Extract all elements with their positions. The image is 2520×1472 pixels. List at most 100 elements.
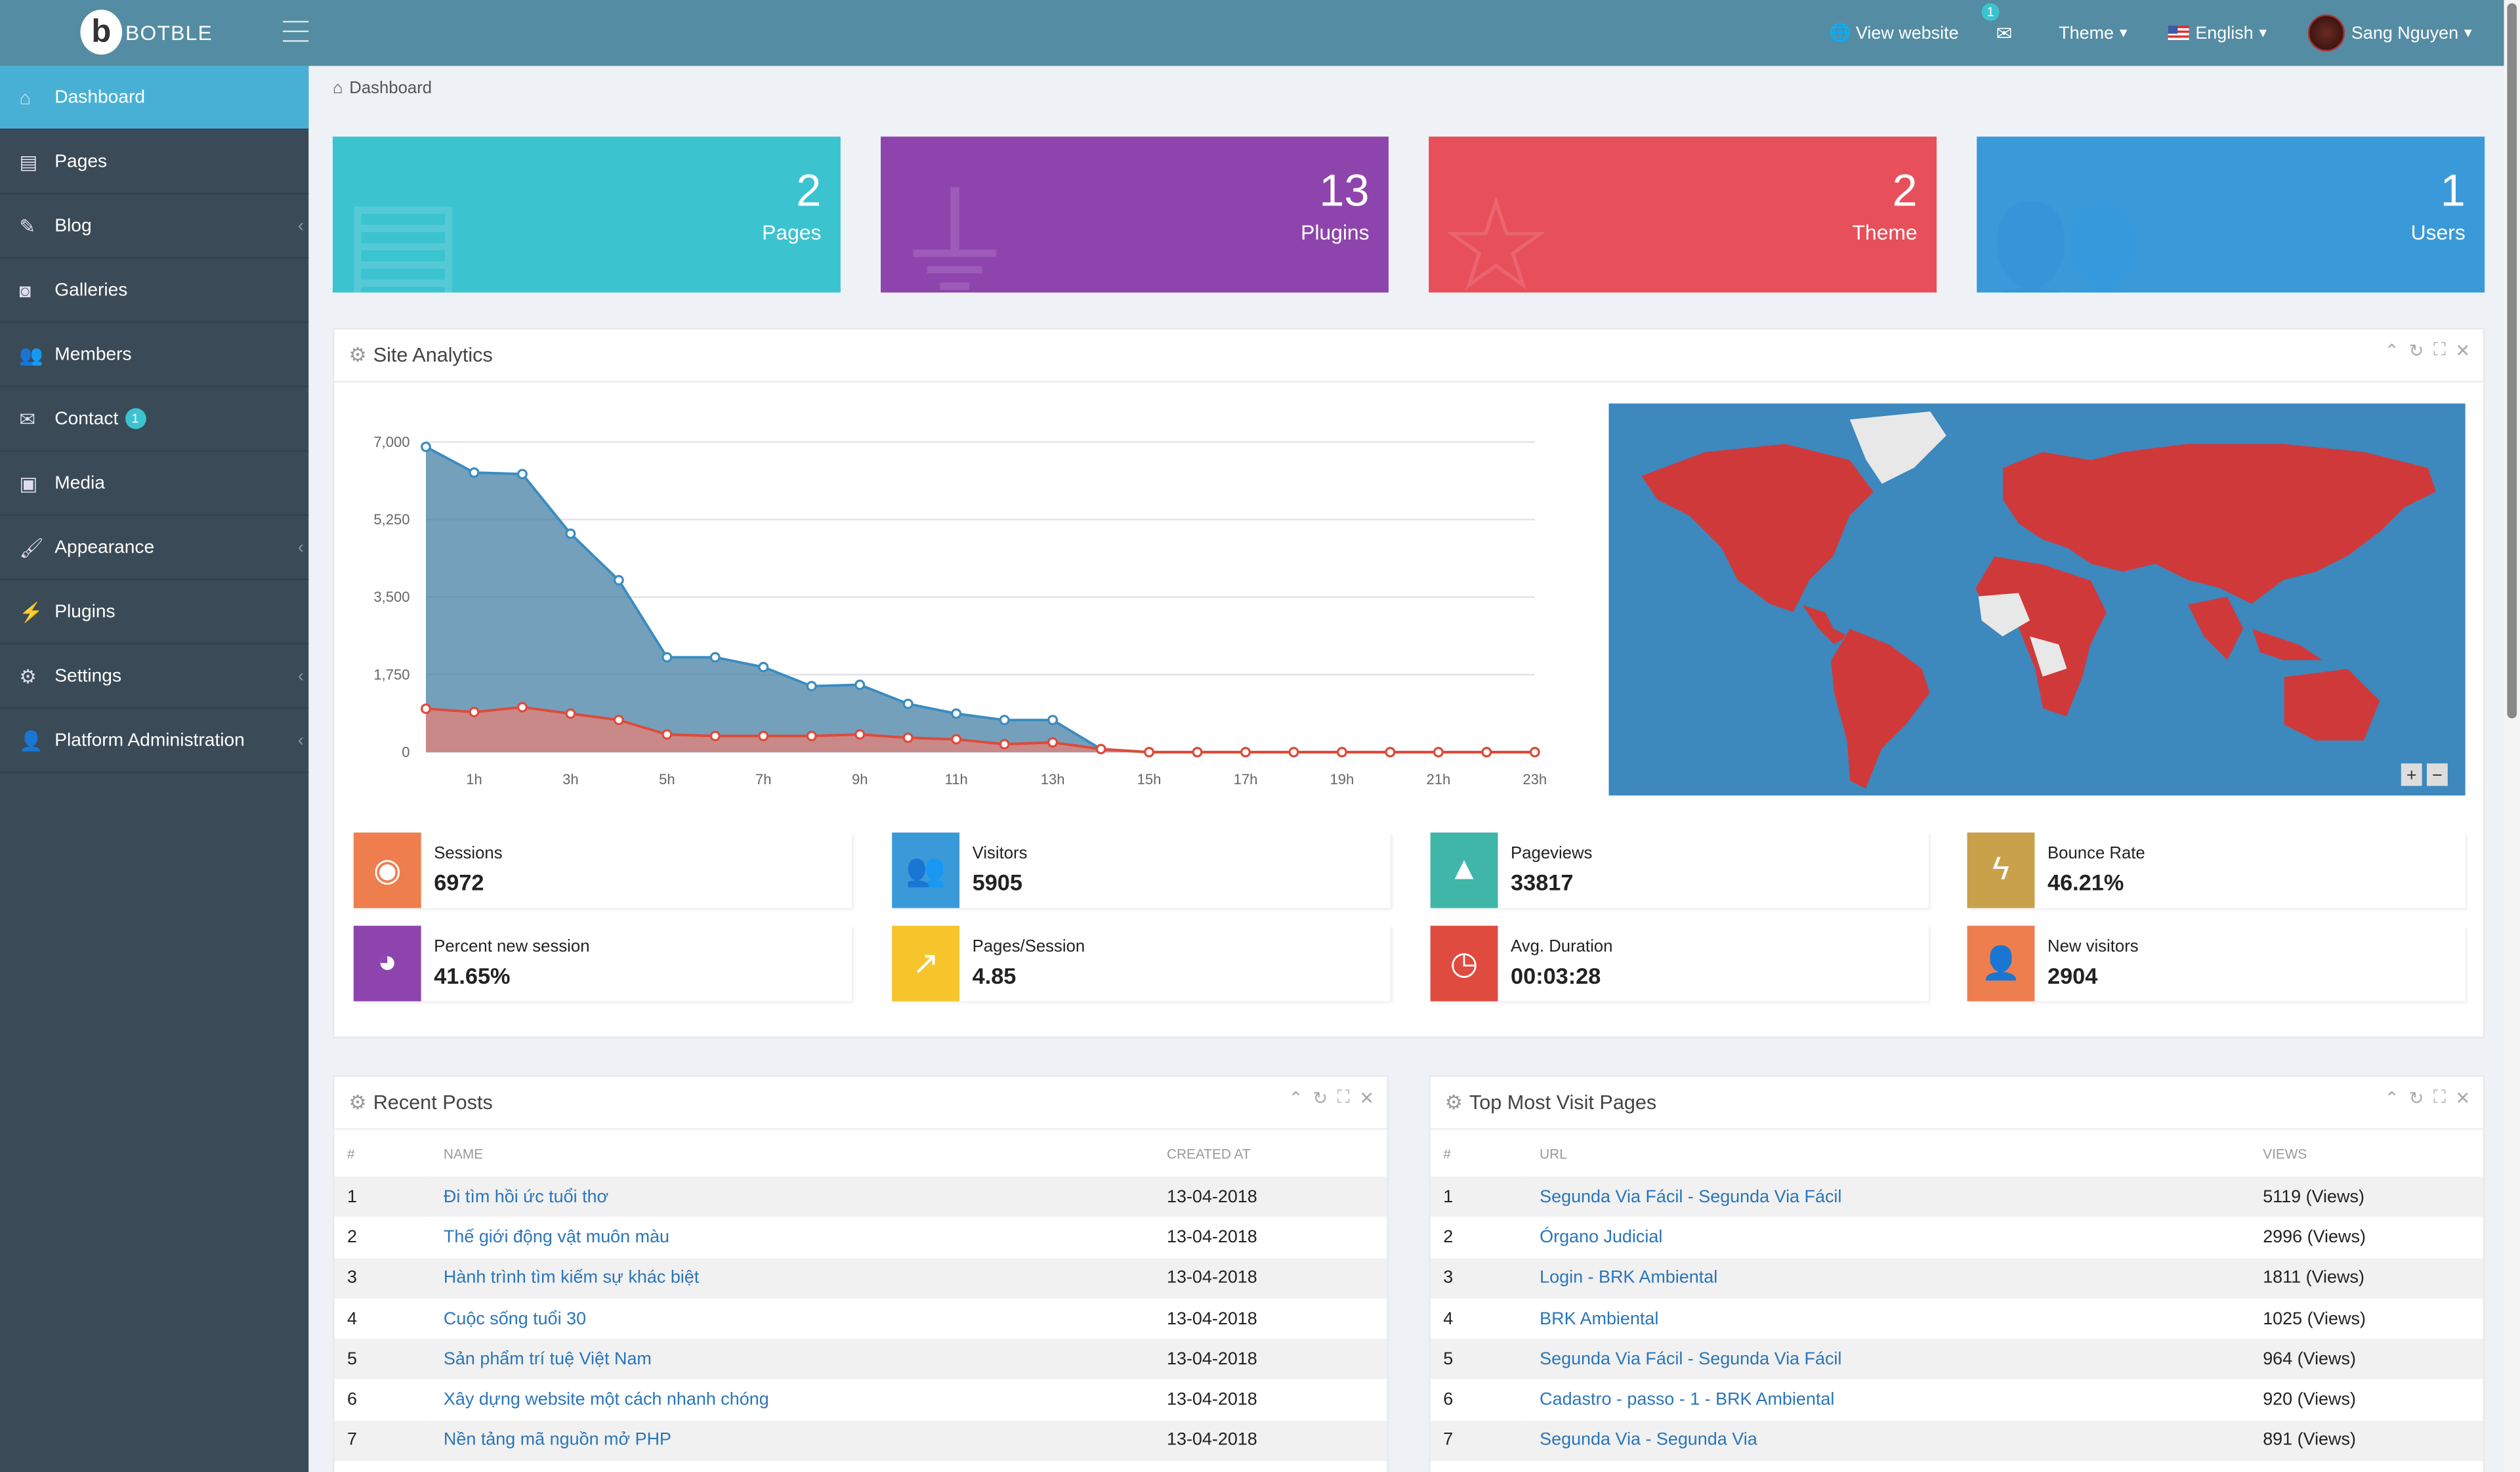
data-point-visitors[interactable]: [1095, 744, 1106, 755]
sidebar-item-plugins[interactable]: ⚡ Plugins: [0, 580, 309, 645]
sidebar-item-contact[interactable]: ✉ Contact 1: [0, 387, 309, 452]
reload-icon[interactable]: ↻: [2408, 1089, 2424, 1109]
data-point-sessions[interactable]: [806, 681, 817, 692]
panel-title-text: Site Analytics: [373, 343, 493, 366]
stat-tile-pages[interactable]: ▤ 2 Pages: [332, 137, 841, 293]
close-icon[interactable]: ✕: [1359, 1089, 1374, 1109]
sidebar-item-platform-administration[interactable]: 👤 Platform Administration ‹: [0, 709, 309, 773]
theme-dropdown[interactable]: Theme ▼: [2059, 0, 2130, 66]
row-index: 7: [334, 1420, 431, 1461]
data-point-visitors[interactable]: [1047, 737, 1059, 748]
sidebar-item-galleries[interactable]: ◙ Galleries: [0, 259, 309, 324]
data-point-visitors[interactable]: [951, 734, 962, 745]
data-point-sessions[interactable]: [469, 467, 480, 478]
zoom-out-button[interactable]: [2426, 763, 2448, 786]
collapse-icon[interactable]: ⌃: [2384, 342, 2400, 362]
stat-label: Percent new session: [434, 936, 590, 957]
row-link[interactable]: Đi tìm hồi ức tuổi thơ: [443, 1187, 609, 1207]
data-point-visitors[interactable]: [421, 704, 431, 714]
row-link[interactable]: Segunda Via Fácil - Segunda Via Fácil: [1540, 1187, 1842, 1207]
data-point-visitors[interactable]: [1240, 747, 1251, 758]
data-point-sessions[interactable]: [421, 441, 431, 452]
data-point-sessions[interactable]: [516, 469, 528, 480]
stat-tile-theme[interactable]: ☆ 2 Theme: [1429, 137, 1937, 293]
data-point-visitors[interactable]: [999, 739, 1010, 749]
data-point-visitors[interactable]: [1288, 747, 1299, 758]
data-point-visitors[interactable]: [516, 702, 528, 713]
logo[interactable]: b BOTBLE: [80, 9, 213, 55]
stat-tile-users[interactable]: 👥 1 Users: [1977, 137, 2485, 293]
data-point-visitors[interactable]: [565, 708, 576, 719]
fullscreen-icon[interactable]: ⛶: [1337, 1087, 1350, 1108]
row-link[interactable]: Segunda Via - Segunda Via: [1540, 1431, 1757, 1451]
data-point-sessions[interactable]: [758, 662, 769, 673]
sidebar-item-blog[interactable]: ✎ Blog ‹: [0, 194, 309, 259]
sidebar-item-pages[interactable]: ▤ Pages: [0, 130, 309, 195]
data-point-visitors[interactable]: [758, 730, 769, 742]
sidebar-item-appearance[interactable]: 🖌 Appearance ‹: [0, 516, 309, 581]
view-website-link[interactable]: 🌐 View website: [1829, 0, 1959, 66]
zoom-in-button[interactable]: [2401, 763, 2422, 786]
data-point-visitors[interactable]: [1481, 747, 1492, 758]
close-icon[interactable]: ✕: [2455, 1089, 2471, 1109]
data-point-sessions[interactable]: [999, 715, 1010, 726]
scrollbar-thumb[interactable]: [2507, 3, 2517, 719]
data-point-sessions[interactable]: [854, 679, 866, 690]
data-point-visitors[interactable]: [806, 730, 817, 742]
data-point-sessions[interactable]: [613, 575, 624, 586]
row-link[interactable]: Login - BRK Ambiental: [1540, 1268, 1718, 1288]
collapse-icon[interactable]: ⌃: [2384, 1089, 2400, 1109]
page-scrollbar[interactable]: [2504, 0, 2520, 1472]
data-point-visitors[interactable]: [1192, 747, 1203, 758]
language-dropdown[interactable]: English ▼: [2168, 0, 2269, 66]
row-link[interactable]: Cuộc sống tuổi 30: [443, 1309, 587, 1329]
row-link[interactable]: Hành trình tìm kiếm sự khác biệt: [443, 1268, 700, 1288]
notifications-button[interactable]: ✉ 1: [1981, 0, 2012, 66]
row-value: 1025 (Views): [2263, 1309, 2366, 1329]
row-link[interactable]: BRK Ambiental: [1540, 1309, 1659, 1329]
column-header: VIEWS: [2263, 1146, 2307, 1162]
row-name-cell: Segunda Via - Segunda Via: [1526, 1420, 2250, 1461]
tile-count: 2: [796, 165, 822, 216]
data-point-visitors[interactable]: [469, 707, 480, 717]
row-link[interactable]: Segunda Via Fácil - Segunda Via Fácil: [1540, 1349, 1842, 1370]
sidebar-item-media[interactable]: ▣ Media: [0, 452, 309, 516]
data-point-visitors[interactable]: [1144, 747, 1154, 758]
sidebar-item-dashboard[interactable]: ⌂ Dashboard: [0, 66, 309, 131]
row-link[interactable]: Nền tảng mã nguồn mở PHP: [443, 1431, 672, 1451]
data-point-visitors[interactable]: [902, 732, 914, 744]
data-point-visitors[interactable]: [1385, 747, 1396, 758]
data-point-visitors[interactable]: [1336, 747, 1347, 758]
user-menu[interactable]: Sang Nguyen ▼: [2307, 0, 2474, 66]
data-point-visitors[interactable]: [662, 729, 673, 740]
world-map[interactable]: + −: [1608, 403, 2466, 796]
fullscreen-icon[interactable]: ⛶: [2433, 341, 2446, 360]
collapse-icon[interactable]: ⌃: [1288, 1089, 1303, 1109]
data-point-sessions[interactable]: [709, 652, 721, 663]
row-link[interactable]: Sản phẩm trí tuệ Việt Nam: [443, 1349, 652, 1370]
reload-icon[interactable]: ↻: [1312, 1089, 1328, 1109]
close-icon[interactable]: ✕: [2455, 342, 2471, 362]
row-link[interactable]: Thế giới động vật muôn màu: [443, 1227, 670, 1248]
breadcrumb-item[interactable]: Dashboard: [349, 79, 432, 98]
data-point-visitors[interactable]: [1529, 747, 1540, 758]
sidebar-item-members[interactable]: 👥 Members: [0, 323, 309, 388]
reload-icon[interactable]: ↻: [2408, 342, 2424, 362]
data-point-visitors[interactable]: [854, 729, 866, 740]
data-point-sessions[interactable]: [902, 698, 914, 709]
menu-toggle-icon[interactable]: [283, 20, 309, 42]
data-point-visitors[interactable]: [613, 715, 624, 726]
column-header: #: [346, 1146, 355, 1162]
data-point-sessions[interactable]: [951, 708, 962, 719]
data-point-visitors[interactable]: [709, 730, 721, 742]
data-point-visitors[interactable]: [1433, 747, 1444, 758]
data-point-sessions[interactable]: [1047, 715, 1059, 726]
fullscreen-icon[interactable]: ⛶: [2433, 1087, 2446, 1108]
data-point-sessions[interactable]: [565, 528, 576, 539]
row-link[interactable]: Órgano Judicial: [1540, 1227, 1663, 1248]
row-link[interactable]: Xây dựng website một cách nhanh chóng: [443, 1390, 769, 1410]
stat-tile-plugins[interactable]: ⏚ 13 Plugins: [881, 137, 1389, 293]
row-link[interactable]: Cadastro - passo - 1 - BRK Ambiental: [1540, 1390, 1835, 1410]
sidebar-item-settings[interactable]: ⚙ Settings ‹: [0, 644, 309, 709]
data-point-sessions[interactable]: [662, 652, 673, 663]
